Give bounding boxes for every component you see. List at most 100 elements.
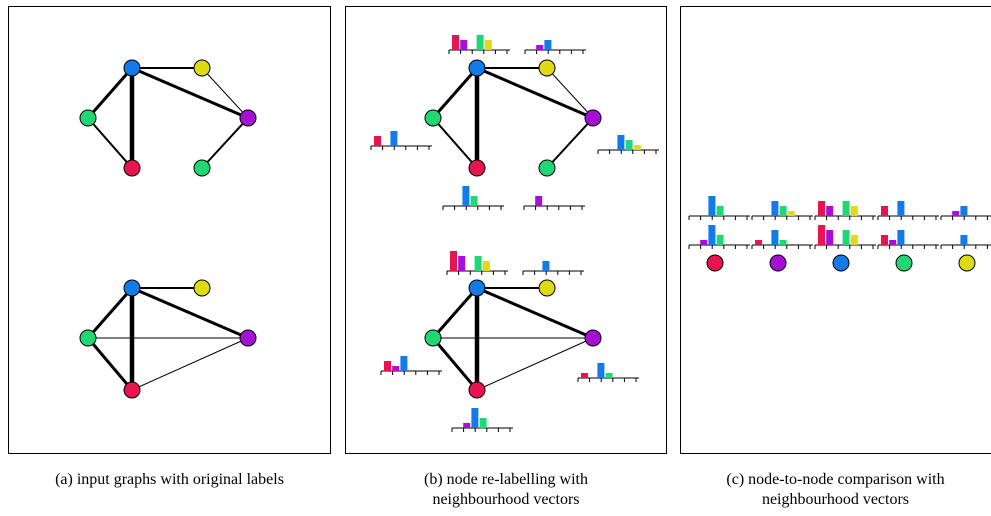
b-graph2-hist-blue-bar-red <box>450 251 457 271</box>
a-graph2-node-green <box>79 329 97 347</box>
c-row2-hist-red-bar-blue <box>708 225 716 245</box>
b-graph2-node-blue <box>468 279 486 297</box>
b-graph2-hist-red-bar-blue <box>471 408 479 428</box>
c-row2-hist-blue-bar-red <box>818 225 825 245</box>
a-graph1-edge-green1-red <box>87 117 133 169</box>
b-graph1-hist-blue-bar-yellow <box>484 40 492 50</box>
b-graph1-hist-red-bar-blue <box>462 186 470 206</box>
c-row1-hist-red-bar-green <box>716 206 724 216</box>
a-graph1-node-green2 <box>193 159 211 177</box>
b-graph1-node-blue <box>468 59 486 77</box>
b-graph2-hist-blue-bar-purple <box>458 256 466 271</box>
b-graph1-edge-purple-green2 <box>546 117 594 169</box>
c-row2-hist-blue-bar-green <box>842 230 850 245</box>
c-row2-hist-green-bar-blue <box>897 230 905 245</box>
caption-c-line2: neighbourhood vectors <box>761 491 910 508</box>
c-row1-hist-yellow-bar-purple <box>952 211 960 216</box>
panel-a <box>8 6 331 454</box>
b-graph1-node-red <box>468 159 486 177</box>
b-graph1-hist-purple-bar-blue <box>617 135 625 150</box>
a-graph2-node-purple <box>239 329 257 347</box>
b-graph2-hist-yellow-bar-blue <box>542 261 550 271</box>
a-graph1-node-red <box>123 159 141 177</box>
c-row1-hist-purple-bar-yellow <box>787 211 795 216</box>
b-graph2-edge-green-red <box>431 337 479 391</box>
b-graph2-hist-green-bar-purple <box>392 366 400 371</box>
b-graph2-hist-red-bar-green <box>479 418 487 428</box>
a-graph2-node-red <box>123 381 141 399</box>
b-graph1-hist-blue-bar-red <box>452 35 459 50</box>
b-graph1-edge-blue-green1 <box>431 67 479 119</box>
a-graph1-node-yellow <box>193 59 211 77</box>
b-graph1-hist-green2-bar-purple <box>535 196 543 206</box>
caption-c-line1: (c) node-to-node comparison with <box>726 471 945 488</box>
c-row1-hist-yellow-bar-blue <box>960 206 968 216</box>
b-graph1-hist-green1-bar-red <box>374 136 381 146</box>
c-row2-hist-purple-bar-blue <box>771 230 779 245</box>
b-graph1-hist-yellow-bar-purple <box>536 45 544 50</box>
b-graph1-edge-green1-red <box>432 117 478 169</box>
a-graph1-node-blue <box>123 59 141 77</box>
c-row1-hist-green-bar-blue <box>897 201 905 216</box>
c-node-blue <box>832 254 850 272</box>
b-graph1-hist-red-bar-green <box>470 196 478 206</box>
panel-c <box>680 6 991 454</box>
b-graph1-node-purple <box>584 109 602 127</box>
a-graph1-node-purple <box>239 109 257 127</box>
c-node-green <box>895 254 913 272</box>
a-graph2-node-blue <box>123 279 141 297</box>
c-row2-hist-red-bar-green <box>716 235 724 245</box>
c-node-yellow <box>958 254 976 272</box>
c-row1-hist-purple-bar-blue <box>771 201 779 216</box>
b-graph1-hist-purple-bar-yellow <box>633 145 641 150</box>
caption-c: (c) node-to-node comparison with neighbo… <box>680 470 991 510</box>
b-graph2-hist-blue-bar-green <box>474 256 482 271</box>
c-row1-hist-blue-bar-green <box>842 201 850 216</box>
a-graph2-node-yellow <box>193 279 211 297</box>
b-graph1-edge-blue-purple <box>476 66 594 120</box>
b-graph1-hist-blue-bar-purple <box>460 40 468 50</box>
b-graph2-edge-blue-green <box>431 287 479 339</box>
caption-b-line2: neighbourhood vectors <box>432 491 580 508</box>
b-graph2-node-green <box>424 329 442 347</box>
a-graph2-edge-green-red <box>86 337 134 391</box>
b-graph2-hist-green-bar-blue <box>400 356 408 371</box>
b-graph2-hist-purple-bar-blue <box>597 363 605 378</box>
c-row1-hist-red-bar-blue <box>708 196 716 216</box>
b-graph2-edge-blue-purple <box>476 286 594 340</box>
a-graph2-edge-red-purple <box>131 337 249 391</box>
c-row1-hist-blue-bar-yellow <box>850 206 858 216</box>
c-row2-hist-purple-bar-green <box>779 240 787 245</box>
caption-a: (a) input graphs with original labels <box>8 470 331 490</box>
caption-b: (b) node re-labelling with neighbourhood… <box>345 470 667 510</box>
c-node-red <box>706 254 724 272</box>
b-graph1-hist-blue-bar-green <box>476 35 484 50</box>
b-graph2-hist-blue-bar-yellow <box>482 261 490 271</box>
b-graph2-hist-red-bar-purple <box>463 423 471 428</box>
a-graph1-edge-blue-purple <box>131 66 249 120</box>
c-row2-hist-purple-bar-red <box>755 240 762 245</box>
a-graph2-edge-blue-purple <box>131 286 249 340</box>
b-graph1-hist-green1-bar-blue <box>390 131 398 146</box>
b-graph2-hist-purple-bar-green <box>605 373 613 378</box>
b-graph2-hist-green-bar-red <box>384 361 391 371</box>
caption-a-text: (a) input graphs with original labels <box>55 471 284 488</box>
c-row2-hist-green-bar-red <box>881 235 888 245</box>
c-row2-hist-green-bar-purple <box>889 240 897 245</box>
c-row1-hist-green-bar-red <box>881 206 888 216</box>
b-graph1-node-yellow <box>538 59 556 77</box>
b-graph2-node-purple <box>584 329 602 347</box>
a-graph2-edge-blue-green <box>86 287 134 339</box>
b-graph2-node-yellow <box>538 279 556 297</box>
b-graph1-edge-yellow-purple <box>546 67 594 119</box>
c-node-purple <box>769 254 787 272</box>
a-graph1-edge-yellow-purple <box>201 67 249 119</box>
caption-b-line1: (b) node re-labelling with <box>424 471 588 488</box>
c-row1-hist-purple-bar-green <box>779 206 787 216</box>
a-graph1-edge-blue-green1 <box>86 67 134 119</box>
b-graph1-node-green1 <box>424 109 442 127</box>
c-row2-hist-yellow-bar-blue <box>960 235 968 245</box>
c-row2-hist-blue-bar-yellow <box>850 235 858 245</box>
b-graph2-hist-purple-bar-red <box>581 373 588 378</box>
